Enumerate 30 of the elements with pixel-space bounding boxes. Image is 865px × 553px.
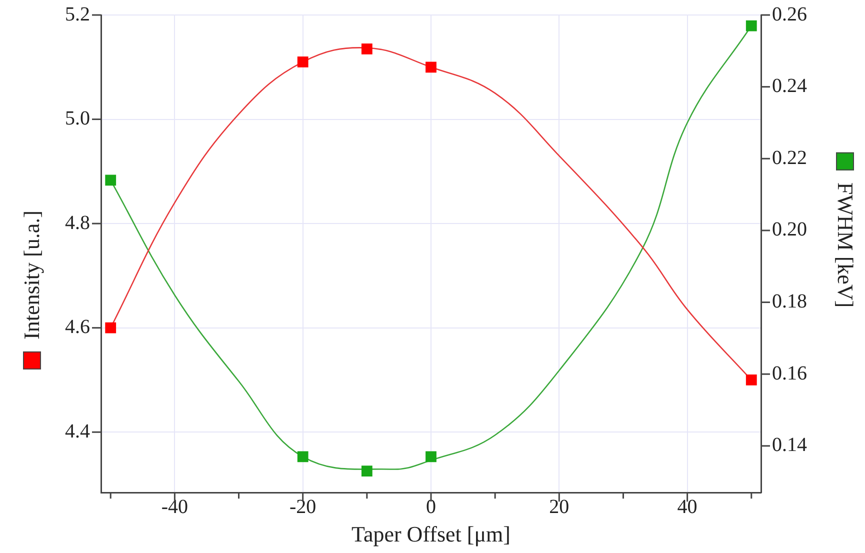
point [746, 20, 757, 32]
y2-tick-label: 0.16 [772, 362, 807, 384]
x-tick-label: -40 [161, 496, 188, 518]
x-tick-label: 40 [677, 496, 698, 518]
x-axis-title: Taper Offset [μm] [352, 522, 510, 547]
y2-tick-label: 0.14 [772, 434, 807, 456]
point [746, 374, 757, 386]
point [297, 451, 308, 462]
point [361, 466, 372, 477]
y2-tick-label: 0.26 [772, 3, 807, 26]
y-tick-label: 5.2 [65, 3, 90, 26]
x-tick-label: -20 [290, 496, 316, 518]
y-tick-label: 4.6 [65, 316, 90, 338]
point [105, 322, 116, 334]
point [297, 56, 308, 68]
y2-tick-label: 0.22 [772, 146, 807, 169]
y2-tick-label: 0.20 [772, 218, 807, 241]
point [426, 62, 436, 73]
y-tick-label: 4.8 [65, 212, 90, 234]
y-axis-title: Intensity [u.a.] [19, 210, 45, 340]
point [105, 174, 116, 186]
point [361, 43, 372, 54]
y2-tick-label: 0.24 [772, 75, 807, 98]
y-tick-label: 5.0 [65, 108, 90, 130]
x-tick-label: 0 [426, 496, 436, 518]
y2-axis-title: FWHM [keV] [832, 182, 858, 308]
point [426, 451, 436, 462]
y-tick-label: 4.4 [65, 420, 90, 442]
x-tick-label: 20 [549, 496, 570, 518]
y2-tick-label: 0.18 [772, 290, 807, 313]
